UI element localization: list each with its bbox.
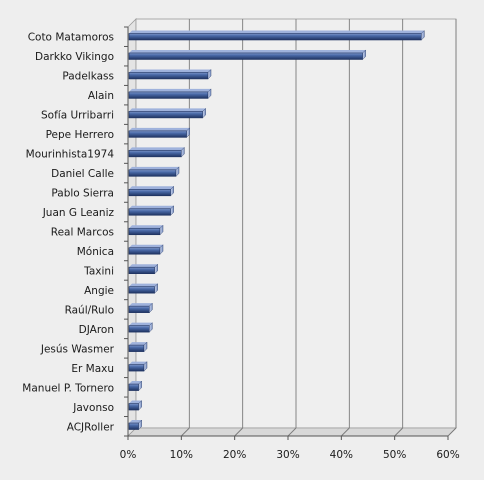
bar-end-cap	[170, 205, 174, 216]
x-tick-label: 60%	[436, 449, 459, 461]
bar-end-cap	[421, 30, 425, 41]
bar	[128, 169, 177, 177]
gridline-floor	[287, 427, 297, 437]
bar	[128, 227, 161, 236]
bar-top-face	[129, 381, 142, 385]
bar-end-cap	[159, 224, 164, 236]
bar-top-face	[129, 205, 174, 209]
bar	[128, 305, 150, 313]
bar	[128, 208, 171, 216]
bar	[128, 33, 422, 41]
bar-end-cap	[143, 341, 148, 353]
x-tick-label: 50%	[383, 449, 406, 461]
category-label: Er Maxu	[71, 363, 114, 375]
bar	[128, 188, 171, 197]
bar-top-face	[129, 264, 158, 268]
bar	[128, 286, 155, 294]
x-tick-label: 20%	[223, 449, 246, 461]
bar-top-face	[129, 244, 163, 248]
x-tick-label: 30%	[276, 449, 299, 461]
bar-end-cap	[149, 322, 153, 333]
bar	[128, 422, 139, 430]
bar-top-face	[129, 88, 211, 92]
category-label: Javonso	[72, 402, 114, 414]
bar-end-cap	[143, 361, 148, 372]
category-label: Real Marcos	[51, 227, 114, 239]
bar-top-face	[129, 283, 158, 287]
category-label: Sofía Urribarri	[41, 110, 114, 122]
bar	[128, 325, 150, 333]
bar	[128, 266, 155, 275]
category-label: DJAron	[79, 324, 114, 336]
bar-top-face	[129, 225, 163, 229]
bar	[128, 111, 203, 119]
bar	[128, 52, 363, 60]
bar	[128, 91, 209, 99]
bar-end-cap	[138, 400, 142, 411]
bar-end-cap	[138, 380, 142, 392]
category-label: Padelkass	[62, 71, 114, 83]
bar	[128, 150, 182, 158]
category-label: Mónica	[77, 246, 114, 258]
bar-end-cap	[138, 419, 142, 430]
bar-end-cap	[181, 146, 185, 158]
category-label: Pepe Herrero	[46, 129, 114, 141]
bar-top-face	[129, 186, 174, 190]
category-label: Manuel P. Tornero	[22, 382, 114, 394]
bar-top-face	[129, 322, 153, 326]
bar-end-cap	[159, 244, 164, 255]
bar-end-cap	[202, 107, 206, 119]
category-label: Alain	[88, 90, 114, 102]
bar	[128, 72, 209, 80]
bar-top-face	[129, 127, 190, 131]
bar-end-cap	[362, 49, 366, 60]
bar	[128, 403, 139, 411]
category-label: Darkko Vikingo	[35, 51, 114, 63]
gridline-floor	[447, 427, 457, 437]
bar-end-cap	[170, 185, 174, 197]
bar	[128, 344, 145, 352]
bar-top-face	[129, 361, 147, 365]
category-label: Juan G Leaniz	[42, 207, 115, 219]
bar-end-cap	[154, 263, 158, 275]
category-label: Pablo Sierra	[51, 188, 114, 200]
category-label: Taxini	[83, 265, 114, 277]
category-label: Angie	[84, 285, 114, 297]
x-tick-label: 40%	[330, 449, 353, 461]
category-label: Jesús Wasmer	[40, 343, 115, 355]
category-label: Daniel Calle	[51, 168, 114, 180]
gridline-floor	[181, 427, 190, 437]
bar-end-cap	[207, 68, 212, 80]
bar-top-face	[129, 49, 366, 53]
x-tick-label: 0%	[120, 449, 137, 461]
bar	[128, 383, 139, 391]
gridline-floor	[341, 427, 350, 437]
bar-top-face	[129, 420, 142, 424]
category-label: Raúl/Rulo	[65, 304, 114, 316]
gridline-floor	[394, 427, 403, 437]
bar	[128, 130, 187, 138]
bar-end-cap	[207, 88, 212, 99]
bar-top-face	[129, 166, 179, 170]
bar-top-face	[129, 147, 185, 151]
category-label: Mourinhista1974	[26, 149, 115, 161]
x-tick-label: 10%	[170, 449, 193, 461]
bar	[128, 247, 161, 255]
bar-end-cap	[154, 283, 158, 294]
bar-top-face	[129, 342, 147, 346]
bar-end-cap	[149, 302, 153, 314]
category-label: Coto Matamoros	[28, 32, 114, 44]
bar-top-face	[129, 30, 425, 34]
bar-top-face	[129, 303, 153, 307]
gridline-floor	[234, 427, 243, 437]
bar-top-face	[129, 108, 206, 112]
bar-top-face	[129, 69, 211, 73]
bar-top-face	[129, 400, 142, 404]
category-label: ACJRoller	[67, 421, 115, 433]
bar	[128, 364, 145, 372]
bar-end-cap	[175, 166, 180, 177]
bar-end-cap	[186, 127, 190, 138]
